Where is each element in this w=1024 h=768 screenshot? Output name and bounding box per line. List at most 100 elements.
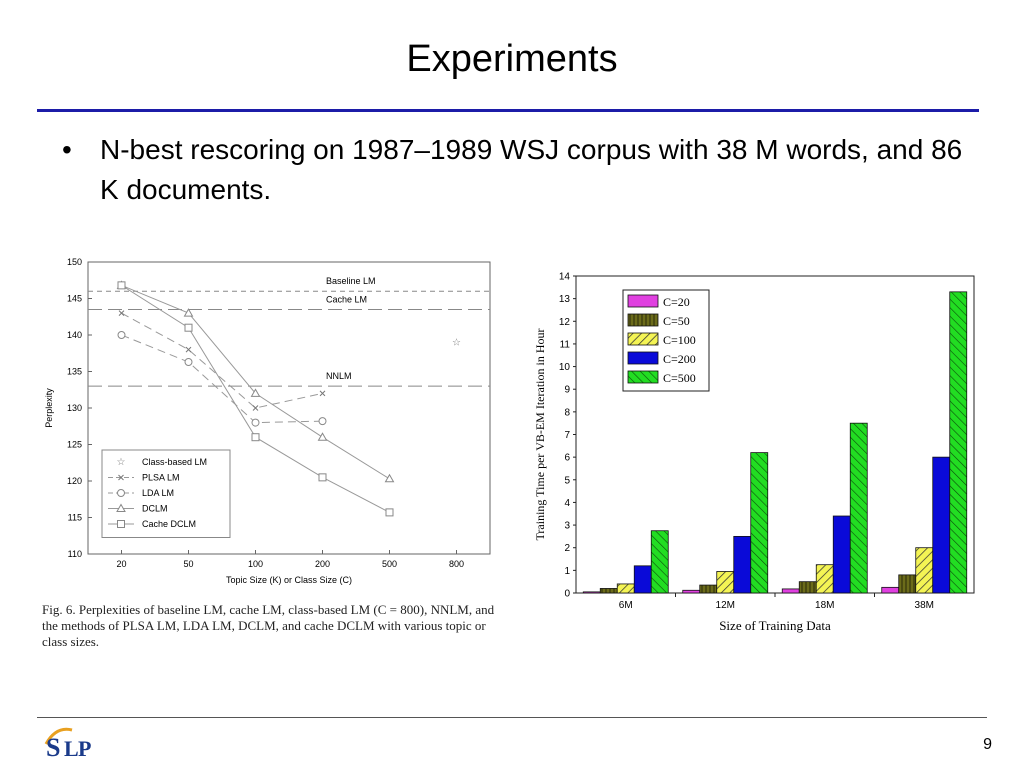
- y-tick-label: 2: [564, 543, 570, 554]
- bar-c-20-18m: [781, 588, 800, 594]
- bar-c-100-18m: [815, 564, 834, 594]
- y-tick-label: 6: [564, 453, 570, 464]
- y-tick-label: 0: [564, 589, 570, 600]
- data-point-plsa-lm: [185, 346, 192, 353]
- legend-label: DCLM: [142, 504, 168, 514]
- y-tick-label: 9: [564, 385, 570, 396]
- bar-c-200-18m: [832, 515, 851, 594]
- legend-item-cache-dclm: Cache DCLM: [108, 519, 196, 529]
- legend-swatch-c-20: [627, 294, 659, 308]
- ref-line-label-cache-lm: Cache LM: [326, 294, 367, 304]
- legend-label: C=100: [663, 333, 696, 347]
- bar-c-20-6m: [582, 591, 601, 594]
- slide-title: Experiments: [406, 38, 618, 80]
- legend-item-c-50: C=50: [627, 313, 690, 328]
- bar-c-100-38m: [915, 547, 934, 594]
- legend-swatch-c-100: [627, 332, 659, 346]
- bar-c-50-38m: [898, 574, 917, 594]
- y-tick-label: 10: [559, 362, 571, 373]
- title-divider: [37, 109, 979, 112]
- y-tick-label: 150: [67, 257, 82, 267]
- y-tick-label: 145: [67, 294, 82, 304]
- x-tick-label: 20: [116, 559, 126, 569]
- y-tick-label: 14: [559, 272, 571, 283]
- bar-c-500-6m: [650, 530, 669, 594]
- bar-c-500-12m: [750, 452, 769, 594]
- data-point-dclm: [183, 308, 194, 317]
- bar-c-500-18m: [849, 422, 868, 594]
- bar-c-200-38m: [932, 456, 951, 594]
- y-tick-label: 11: [560, 339, 571, 350]
- footer-divider: [37, 717, 987, 718]
- y-tick-label: 13: [559, 294, 571, 305]
- legend-marker-lda-lm: [117, 489, 125, 497]
- legend-label: C=20: [663, 295, 690, 309]
- x-axis-label: Topic Size (K) or Class Size (C): [226, 575, 352, 585]
- y-tick-label: 120: [67, 476, 82, 486]
- y-tick-label: 115: [68, 513, 82, 523]
- x-axis-label: Size of Training Data: [719, 618, 831, 633]
- data-point-lda-lm: [318, 417, 327, 426]
- bullet-marker: •: [62, 134, 72, 165]
- data-point-lda-lm: [117, 331, 126, 339]
- data-point-cache-dclm: [385, 508, 394, 517]
- bar-c-20-38m: [881, 586, 900, 594]
- y-tick-label: 140: [67, 330, 82, 340]
- bar-c-200-6m: [633, 565, 652, 594]
- y-tick-label: 1: [564, 566, 570, 577]
- series-class-based-lm: ☆: [452, 337, 461, 348]
- data-point-dclm: [317, 432, 328, 441]
- data-point-cache-dclm: [184, 323, 193, 332]
- legend-label: Cache DCLM: [142, 519, 196, 529]
- data-point-cache-dclm: [318, 473, 327, 482]
- y-tick-label: 7: [564, 430, 570, 441]
- legend-item-plsa-lm: PLSA LM: [108, 473, 180, 483]
- legend-label: LDA LM: [142, 488, 174, 498]
- series-line-lda-lm: [121, 334, 323, 424]
- legend-swatch-c-500: [627, 370, 659, 384]
- bar-c-500-38m: [949, 291, 968, 594]
- data-point-cache-dclm: [251, 433, 260, 442]
- bar-c-50-18m: [798, 581, 817, 594]
- x-tick-label: 500: [382, 559, 397, 569]
- y-tick-label: 5: [564, 475, 570, 486]
- legend-item-class-based-lm: ☆ Class-based LM: [117, 457, 208, 468]
- figure-caption: Fig. 6. Perplexities of baseline LM, cac…: [42, 602, 495, 649]
- perplexity-line-chart: 110 115 120 125 130 135 140 145 150 20 50 100 200 500…: [44, 257, 491, 585]
- data-point-plsa-lm: [319, 390, 326, 397]
- svg-text:P: P: [78, 736, 91, 761]
- legend-marker-dclm: [116, 503, 126, 512]
- legend-label: C=200: [663, 352, 696, 366]
- x-tick-label: 100: [248, 559, 263, 569]
- data-point-class-based-lm: ☆: [452, 337, 461, 348]
- x-tick-label: 12M: [716, 600, 735, 611]
- legend-marker-cache-dclm: [117, 520, 125, 528]
- legend-item-c-100: C=100: [627, 332, 696, 347]
- page-number: 9: [983, 736, 992, 753]
- series-line-plsa-lm: [121, 312, 323, 409]
- svg-text:S: S: [46, 733, 60, 762]
- legend-swatch-c-200: [627, 351, 659, 365]
- series-lda-lm: [117, 331, 327, 427]
- legend-label: C=500: [663, 371, 696, 385]
- y-tick-label: 8: [564, 407, 570, 418]
- legend-item-lda-lm: LDA LM: [108, 488, 174, 498]
- bar-c-50-12m: [699, 584, 718, 594]
- y-tick-label: 12: [559, 317, 571, 328]
- legend-marker-class-based-lm: ☆: [117, 457, 126, 468]
- legend-item-dclm: DCLM: [108, 503, 168, 514]
- bar-c-20-12m: [682, 589, 701, 594]
- x-tick-label: 18M: [815, 600, 834, 611]
- y-tick-label: 125: [67, 440, 82, 450]
- legend-item-c-500: C=500: [627, 370, 696, 385]
- bar-c-50-6m: [599, 588, 618, 594]
- legend-label: Class-based LM: [142, 457, 207, 467]
- data-point-lda-lm: [184, 358, 193, 367]
- data-point-cache-dclm: [117, 281, 126, 290]
- data-point-plsa-lm: [118, 310, 125, 316]
- legend-label: PLSA LM: [142, 473, 180, 483]
- ref-line-label-nnlm: NNLM: [326, 371, 352, 381]
- legend-swatch-c-50: [627, 313, 659, 327]
- svg-text:L: L: [64, 736, 79, 761]
- legend-marker-plsa-lm: [118, 474, 124, 481]
